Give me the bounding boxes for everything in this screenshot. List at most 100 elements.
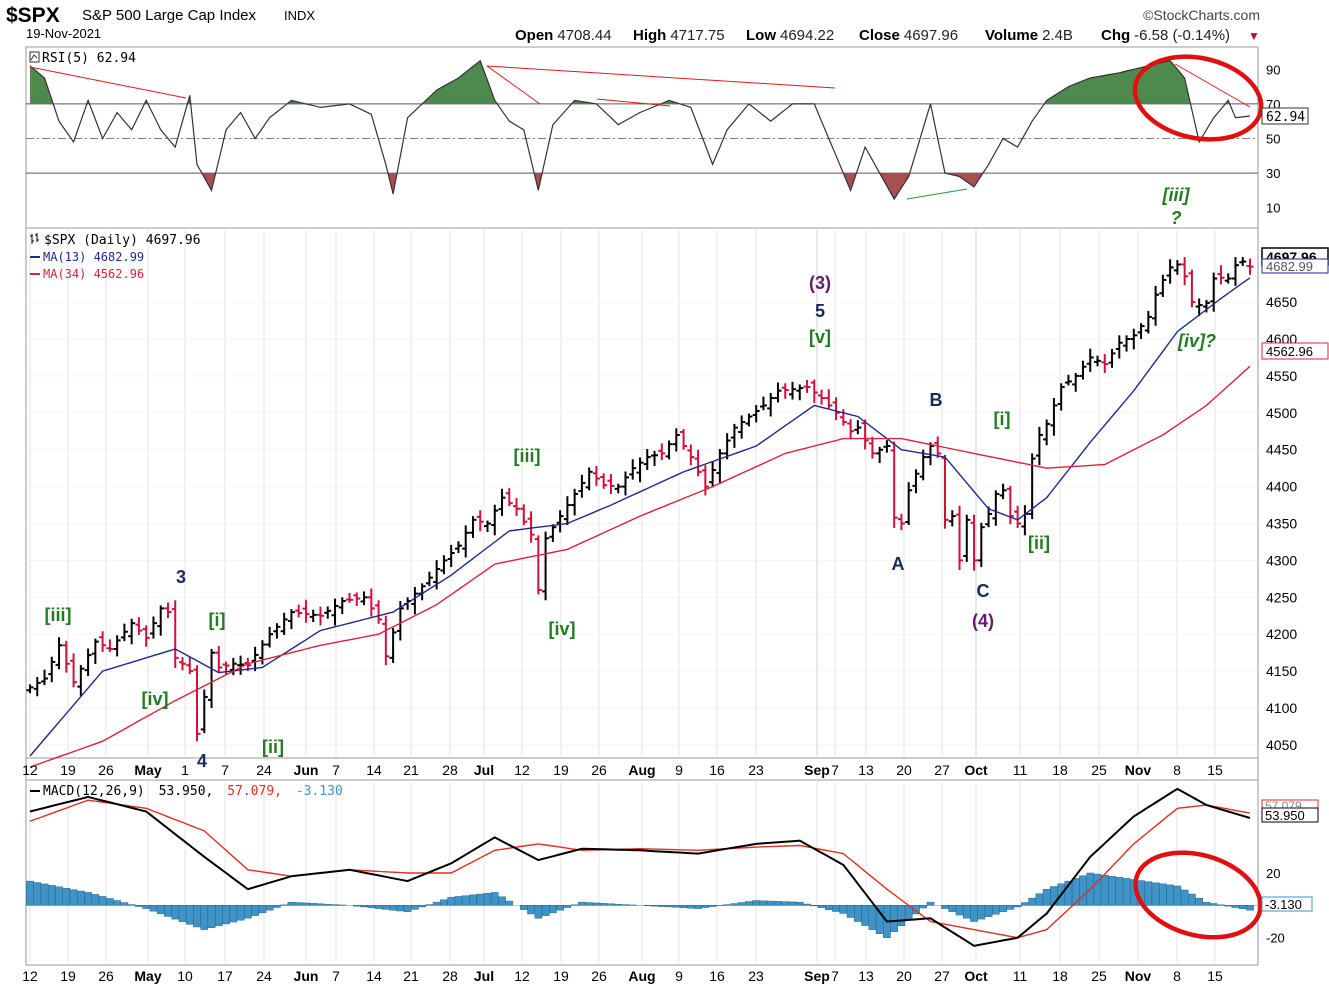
- x-tick-label: Jul: [474, 968, 494, 984]
- price-bar: [1101, 354, 1109, 373]
- macd-histogram-bar: [723, 904, 731, 906]
- price-bar: [636, 457, 644, 483]
- price-bar: [462, 525, 470, 558]
- macd-histogram-bar: [839, 905, 848, 914]
- ohlc-label: Close: [859, 27, 900, 44]
- price-bar: [992, 490, 1000, 526]
- macd-histogram-bar: [868, 905, 877, 930]
- macd-histogram-bar: [810, 905, 819, 907]
- macd-histogram-bar: [854, 905, 862, 922]
- ohlc-volume: Volume 2.4B: [985, 27, 1073, 44]
- ticker-symbol: $SPX: [6, 4, 60, 27]
- x-tick-label: 23: [748, 968, 764, 984]
- rsi-trendline: [596, 98, 671, 107]
- macd-histogram-bar: [294, 902, 303, 906]
- price-bar: [353, 592, 361, 606]
- price-bar: [970, 514, 978, 571]
- price-bar: [200, 689, 208, 734]
- macd-histogram-bar: [106, 898, 114, 906]
- price-bar: [106, 639, 114, 652]
- x-tick-label: 21: [403, 762, 419, 778]
- rsi-tick-label: 90: [1266, 62, 1280, 77]
- rsi-panel: [25, 46, 1259, 229]
- macd-histogram-bar: [520, 905, 528, 910]
- price-bar: [534, 535, 542, 595]
- wave-label: A: [892, 554, 905, 574]
- price-bar: [556, 510, 564, 533]
- price-bar: [469, 516, 477, 538]
- x-tick-label: 20: [896, 968, 912, 984]
- macd-histogram-bar: [926, 901, 935, 906]
- price-bar: [999, 483, 1007, 500]
- x-tick-label: 25: [1091, 968, 1107, 984]
- price-bar: [985, 506, 993, 528]
- ma13-line: [29, 277, 1251, 757]
- x-tick-label: 21: [403, 968, 419, 984]
- macd-histogram-bar: [425, 904, 434, 906]
- price-bar: [571, 488, 579, 516]
- macd-histogram-bar: [1231, 905, 1240, 908]
- macd-histogram-bar: [26, 880, 34, 906]
- macd-tick-label: -20: [1266, 931, 1285, 946]
- wave-label: [iv]?: [1177, 331, 1216, 351]
- x-tick-label: Nov: [1125, 762, 1152, 778]
- price-bar: [926, 442, 934, 466]
- macd-histogram-bar: [999, 905, 1007, 913]
- price-bar: [215, 646, 223, 672]
- macd-histogram-bar: [1195, 897, 1203, 906]
- macd-histogram-bar: [781, 901, 790, 906]
- price-bar: [346, 592, 354, 603]
- x-tick-label: 15: [1207, 968, 1223, 984]
- ohlc-label: Chg: [1101, 27, 1130, 44]
- wave-label: [i]: [209, 610, 226, 630]
- macd-histogram-bar: [483, 893, 492, 906]
- wave-label: 5: [815, 301, 825, 321]
- price-bar: [382, 615, 390, 666]
- macd-histogram-bar: [1151, 882, 1160, 906]
- ma34-value-tag: 4562.96: [1261, 342, 1329, 360]
- price-bar: [578, 474, 586, 498]
- macd-histogram-bar: [1013, 905, 1022, 908]
- x-tick-label: Sep: [804, 968, 830, 984]
- macd-histogram-bar: [788, 901, 797, 906]
- x-tick-label: 8: [1173, 762, 1181, 778]
- svg-text:53.950: 53.950: [1265, 808, 1305, 823]
- price-bar: [680, 429, 688, 450]
- macd-histogram-bar: [759, 900, 768, 906]
- macd-histogram-bar: [120, 902, 129, 906]
- x-tick-label: 7: [831, 762, 839, 778]
- ohlc-label: Volume: [985, 27, 1038, 44]
- price-bar: [287, 609, 295, 630]
- price-bar: [338, 597, 346, 615]
- x-tick-label: 16: [709, 762, 725, 778]
- price-bar: [897, 513, 905, 531]
- price-bar: [803, 379, 811, 393]
- x-tick-label: Jul: [474, 762, 494, 778]
- ohlc-label: High: [633, 27, 666, 44]
- macd-histogram-bar: [708, 905, 717, 907]
- axis-labels: 12 12 19 19 26 26 May May 1 10 7 17 24 24 Jun Jun 7 7 14 14…: [22, 62, 1297, 984]
- ohlc-value: 4708.44: [557, 27, 611, 44]
- price-bar: [99, 631, 107, 652]
- macd-histogram-bar: [803, 903, 811, 906]
- ma13-legend: MA(13) 4682.99: [43, 250, 144, 264]
- rsi-legend: RSI(5) 62.94: [42, 51, 136, 66]
- macd-histogram-bar: [650, 905, 659, 907]
- macd-histogram-bar: [570, 904, 579, 906]
- price-bar: [164, 602, 172, 618]
- x-tick-label: 19: [553, 762, 569, 778]
- price-bar: [1123, 335, 1131, 352]
- macd-histogram-bar: [846, 905, 855, 918]
- rsi-tick-label: 50: [1266, 132, 1280, 147]
- price-bar: [868, 436, 876, 459]
- price-bar: [1144, 310, 1152, 334]
- price-bar: [193, 665, 201, 742]
- price-bar: [367, 588, 375, 617]
- ohlc-chg: Chg -6.58 (-0.14%): [1101, 27, 1230, 44]
- x-tick-label: 25: [1091, 762, 1107, 778]
- macd-histogram-bar: [331, 904, 339, 906]
- x-tick-label: Oct: [964, 762, 988, 778]
- ohlc-label: Open: [515, 27, 553, 44]
- macd-histogram-bar: [47, 885, 56, 906]
- price-bar: [120, 623, 128, 642]
